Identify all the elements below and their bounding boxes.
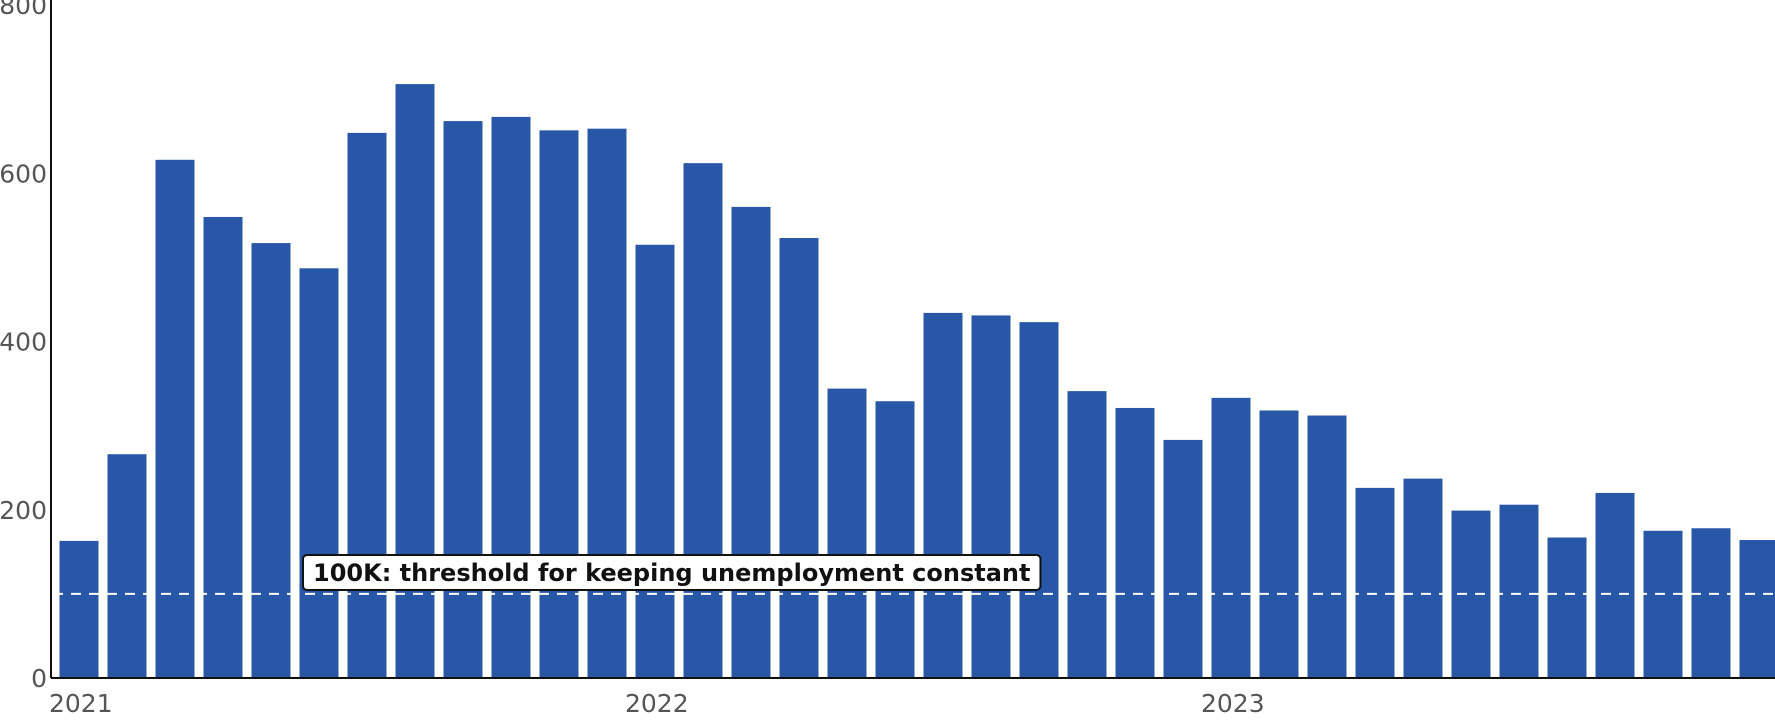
bar-2022-04 <box>779 238 819 678</box>
bar-2021-01 <box>59 540 99 678</box>
bar-2022-08 <box>971 315 1011 678</box>
y-tick-label-400: 400 <box>0 328 47 357</box>
bar-2022-12 <box>1163 439 1203 678</box>
x-tick-label-2021: 2021 <box>49 689 113 718</box>
bar-2021-03 <box>155 159 195 679</box>
bar-2023-04 <box>1355 487 1395 678</box>
bar-2023-07 <box>1499 504 1539 678</box>
bar-2022-03 <box>731 206 771 678</box>
x-tick-label-2023: 2023 <box>1201 689 1265 718</box>
threshold-annotation: 100K: threshold for keeping unemployment… <box>302 554 1042 591</box>
bar-2022-02 <box>683 163 723 678</box>
y-tick-label-200: 200 <box>0 496 47 525</box>
x-axis: 2021 2022 2023 <box>49 677 1775 718</box>
bar-2021-07 <box>347 132 387 678</box>
bar-2023-02 <box>1259 410 1299 678</box>
threshold-annotation-label: 100K: threshold for keeping unemployment… <box>313 559 1030 587</box>
bar-2022-11 <box>1115 407 1155 678</box>
bar-2023-11 <box>1691 528 1731 678</box>
bar-2021-11 <box>539 130 579 678</box>
bar-2022-01 <box>635 244 675 678</box>
bar-2023-01 <box>1211 397 1251 678</box>
bar-2022-07 <box>923 312 963 678</box>
bar-2023-05 <box>1403 478 1443 678</box>
bar-2023-09 <box>1595 492 1635 678</box>
bar-2021-12 <box>587 128 627 678</box>
y-tick-label-600: 600 <box>0 159 47 188</box>
bar-2023-03 <box>1307 415 1347 678</box>
bar-2022-06 <box>875 401 915 678</box>
bar-2023-12 <box>1739 540 1775 678</box>
y-tick-label-0: 0 <box>31 664 47 693</box>
bar-2021-02 <box>107 454 147 678</box>
bar-2023-10 <box>1643 530 1683 678</box>
y-axis: 0 200 400 600 800 <box>0 0 52 693</box>
x-tick-label-2022: 2022 <box>625 689 689 718</box>
bar-2022-09 <box>1019 322 1059 678</box>
bar-2022-10 <box>1067 391 1107 678</box>
bar-2022-05 <box>827 388 867 678</box>
threshold-annotation-box <box>302 554 1042 591</box>
y-tick-label-800: 800 <box>0 0 47 20</box>
bar-2021-06 <box>299 268 339 678</box>
bar-2023-08 <box>1547 537 1587 678</box>
bar-2021-05 <box>251 243 291 679</box>
bar-2021-04 <box>203 216 243 678</box>
